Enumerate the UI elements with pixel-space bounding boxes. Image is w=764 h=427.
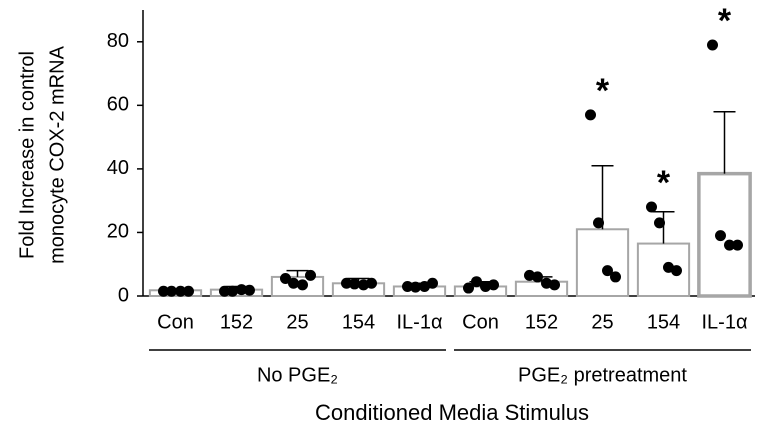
data-point — [427, 277, 438, 289]
data-point — [471, 276, 482, 288]
x-tick-label: 25 — [286, 311, 308, 333]
data-point — [227, 285, 238, 297]
data-point — [305, 269, 316, 281]
data-point — [175, 285, 186, 297]
y-tick-label: 20 — [107, 221, 129, 243]
data-point — [341, 277, 352, 289]
x-tick-label: 154 — [647, 311, 680, 333]
data-point — [532, 271, 543, 283]
data-point — [366, 277, 377, 289]
x-tick-label: 25 — [591, 311, 613, 333]
data-point — [488, 279, 499, 291]
bar — [575, 228, 630, 297]
group-label: PGE₂ pretreatment — [518, 364, 687, 386]
data-point — [297, 279, 308, 291]
y-tick-label: 40 — [107, 157, 129, 179]
group-label: No PGE₂ — [257, 364, 338, 386]
data-point — [646, 201, 657, 213]
data-point — [280, 273, 291, 285]
data-point — [166, 285, 177, 297]
x-tick-label: 152 — [525, 311, 558, 333]
data-point — [593, 217, 604, 229]
data-point — [236, 284, 247, 296]
significance-marker: * — [718, 2, 732, 40]
data-point — [244, 284, 255, 296]
x-tick-label: IL-1α — [396, 311, 442, 333]
x-tick-label: Con — [462, 311, 499, 333]
data-point — [549, 279, 560, 291]
significance-marker: * — [596, 72, 610, 110]
data-point — [654, 217, 665, 229]
data-point — [671, 265, 682, 277]
x-tick-label: 152 — [220, 311, 253, 333]
data-point — [463, 282, 474, 294]
data-point — [219, 285, 230, 297]
data-point — [410, 281, 421, 293]
data-point — [585, 109, 596, 121]
data-point — [707, 39, 718, 51]
data-point — [288, 277, 299, 289]
data-point — [402, 280, 413, 292]
data-point — [610, 271, 621, 283]
y-tick-label: 0 — [118, 284, 129, 306]
data-point — [158, 285, 169, 297]
data-point — [732, 239, 743, 251]
significance-marker: * — [657, 164, 671, 202]
data-point — [715, 230, 726, 242]
y-axis-title: monocyte COX-2 mRNA — [46, 45, 68, 263]
x-tick-label: 154 — [342, 311, 375, 333]
y-axis-title: Fold Increase in control — [16, 51, 38, 259]
x-tick-label: IL-1α — [701, 311, 747, 333]
y-tick-label: 80 — [107, 30, 129, 52]
y-tick-label: 60 — [107, 94, 129, 116]
x-tick-label: Con — [157, 311, 194, 333]
data-point — [602, 265, 613, 277]
data-point — [724, 239, 735, 251]
x-axis-title: Conditioned Media Stimulus — [315, 400, 589, 425]
data-point — [349, 278, 360, 290]
data-point — [183, 285, 194, 297]
